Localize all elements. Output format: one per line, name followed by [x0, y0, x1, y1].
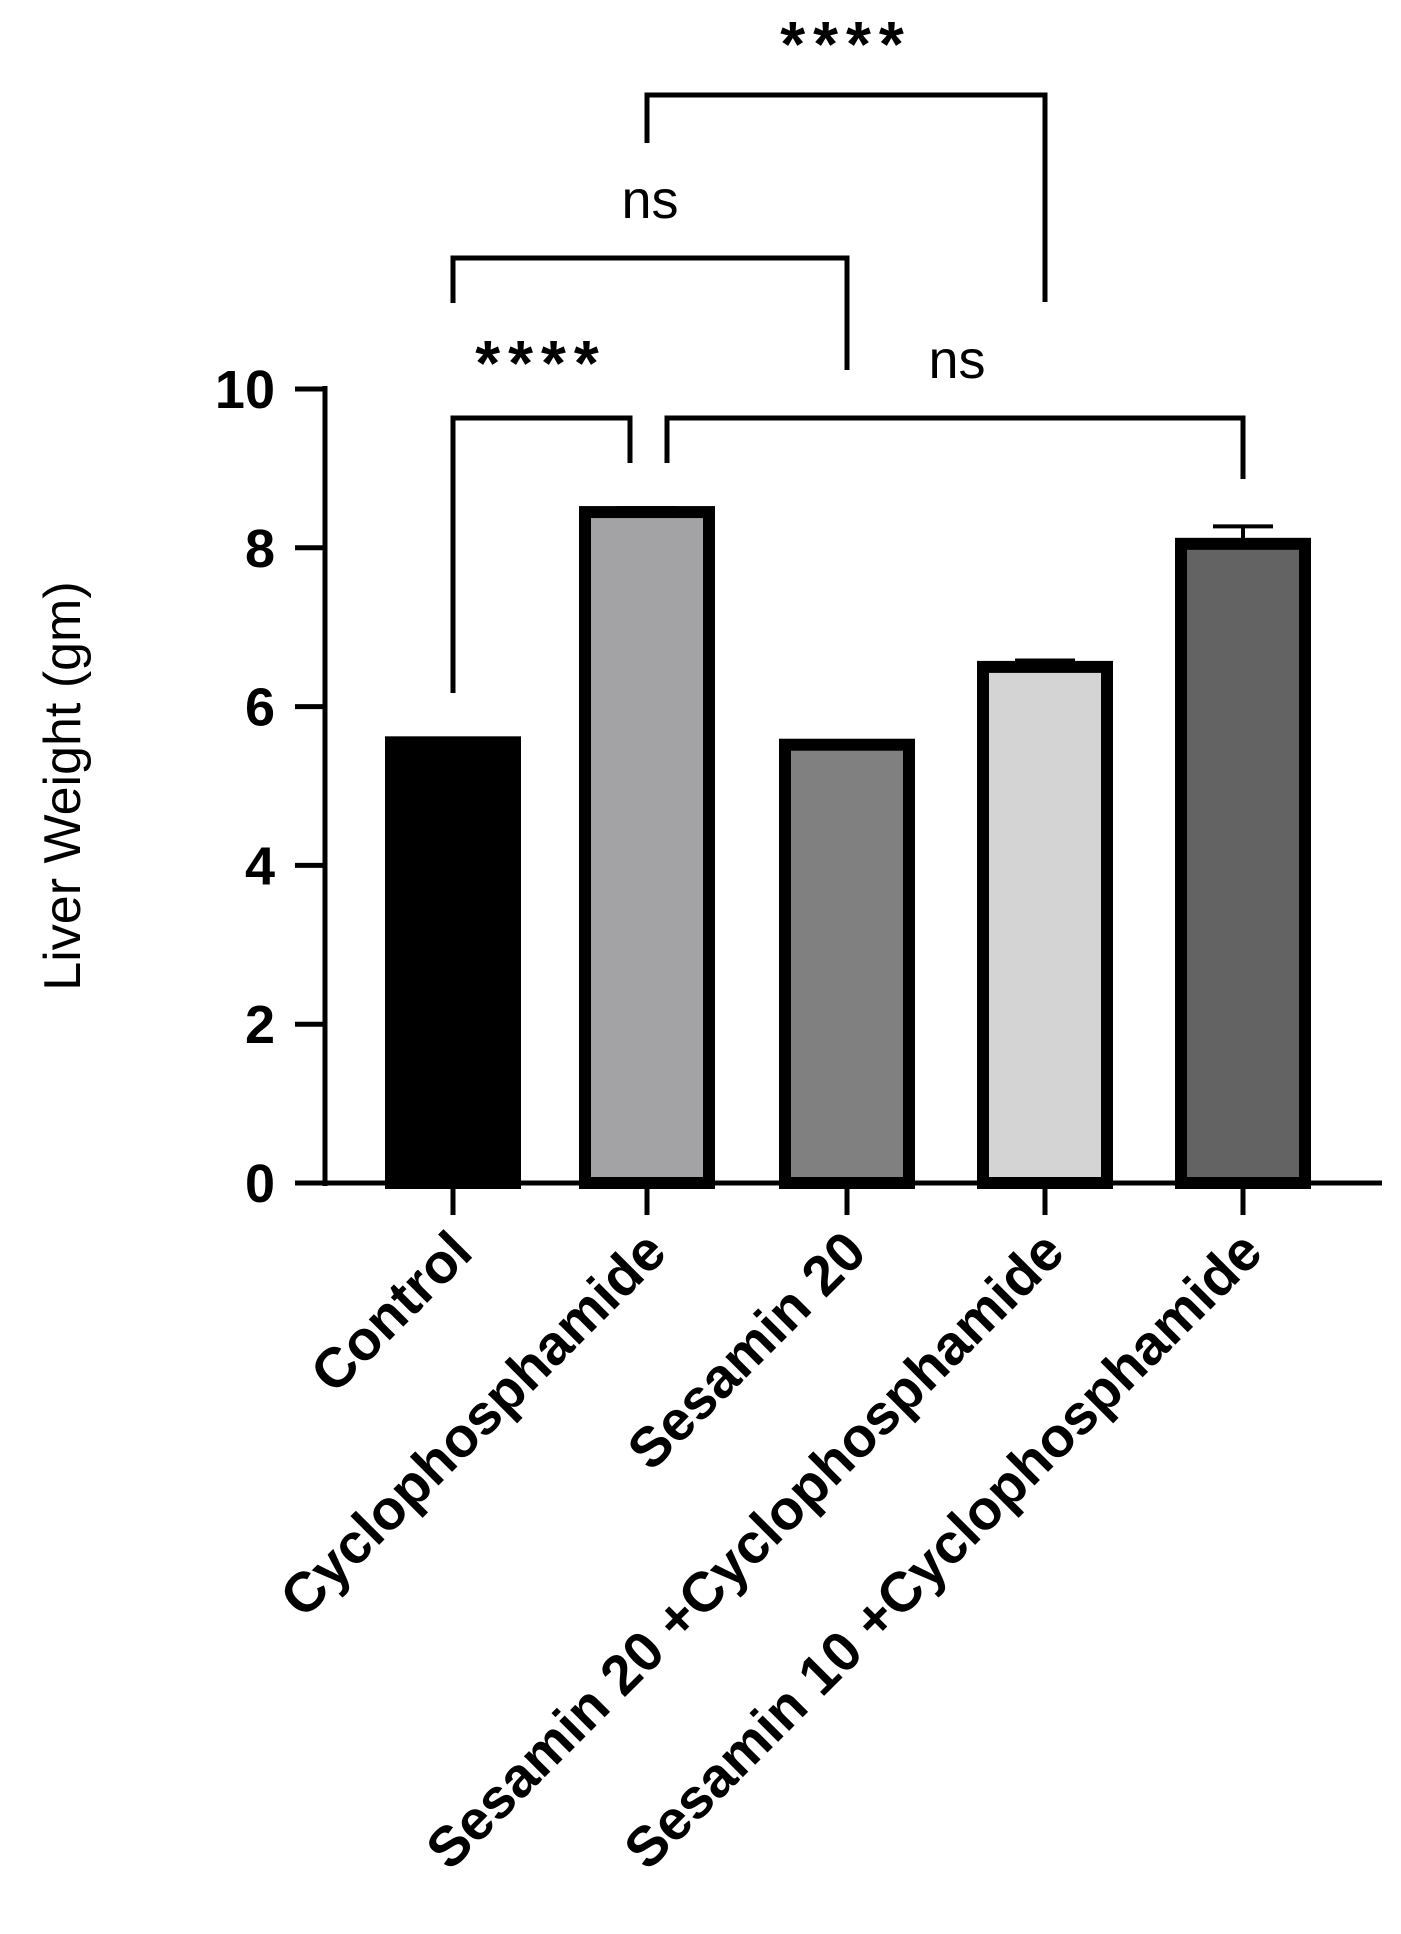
sig-bracket [644, 92, 1048, 302]
x-tick-label: Control [298, 1219, 483, 1404]
bar [579, 506, 715, 1189]
sig-bracket [450, 255, 850, 370]
bar [779, 738, 915, 1189]
y-tick-label: 10 [215, 360, 275, 420]
x-tick-label: Cyclophosphamide [268, 1219, 678, 1629]
bar [977, 660, 1113, 1189]
y-tick-label: 6 [245, 678, 275, 738]
y-tick-label: 2 [245, 995, 275, 1055]
significance-brackets [450, 92, 1246, 693]
sig-label: **** [780, 8, 912, 80]
bar [385, 736, 521, 1190]
y-tick-label: 8 [245, 519, 275, 579]
sig-label: ns [928, 330, 985, 390]
sig-bracket [664, 415, 1246, 479]
y-axis-label: Liver Weight (gm) [34, 581, 92, 990]
bars [385, 506, 1311, 1190]
sig-label: **** [475, 327, 607, 399]
sig-bracket [450, 415, 633, 693]
bar [1175, 537, 1311, 1189]
y-tick-label: 0 [245, 1154, 275, 1214]
y-tick-label: 4 [245, 836, 275, 896]
sig-label: ns [621, 170, 678, 230]
